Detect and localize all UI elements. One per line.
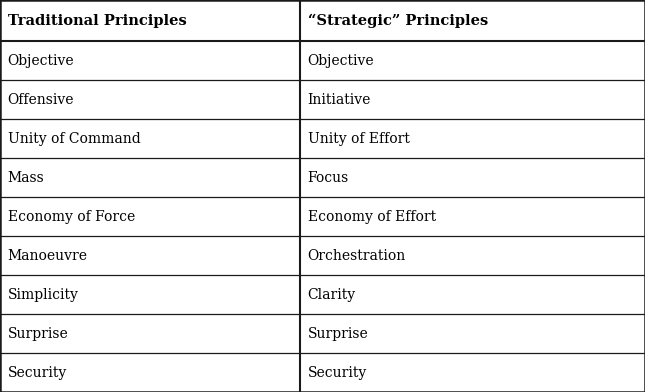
Text: Manoeuvre: Manoeuvre <box>8 249 88 263</box>
Text: Economy of Effort: Economy of Effort <box>308 210 436 223</box>
Text: Security: Security <box>308 365 367 379</box>
Text: Objective: Objective <box>8 54 74 68</box>
Text: Mass: Mass <box>8 171 45 185</box>
Text: Simplicity: Simplicity <box>8 288 79 301</box>
Text: Traditional Principles: Traditional Principles <box>8 14 186 27</box>
Text: Objective: Objective <box>308 54 374 68</box>
Text: Surprise: Surprise <box>8 327 68 341</box>
Text: “Strategic” Principles: “Strategic” Principles <box>308 13 488 28</box>
Text: Initiative: Initiative <box>308 93 371 107</box>
Text: Security: Security <box>8 365 67 379</box>
Text: Focus: Focus <box>308 171 349 185</box>
Text: Economy of Force: Economy of Force <box>8 210 135 223</box>
Text: Orchestration: Orchestration <box>308 249 406 263</box>
Text: Unity of Effort: Unity of Effort <box>308 132 410 145</box>
Text: Clarity: Clarity <box>308 288 356 301</box>
Text: Offensive: Offensive <box>8 93 74 107</box>
Text: Surprise: Surprise <box>308 327 368 341</box>
Text: Unity of Command: Unity of Command <box>8 132 141 145</box>
